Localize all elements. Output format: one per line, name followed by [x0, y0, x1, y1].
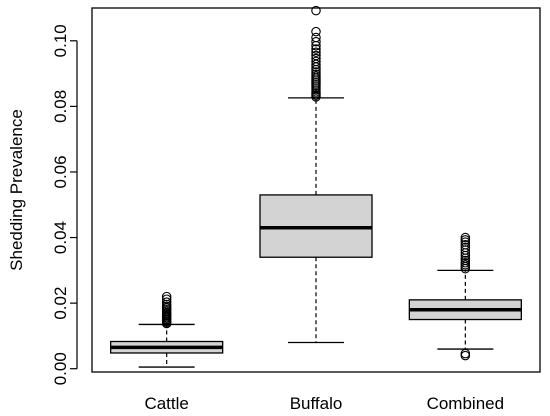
outlier-point: [161, 297, 172, 307]
outlier-point: [460, 237, 471, 247]
outlier-point: [460, 258, 471, 268]
x-tick-label: Cattle: [144, 394, 188, 413]
plot-frame: [91, 7, 541, 373]
outlier-point: [311, 47, 321, 58]
outlier-point: [460, 255, 471, 266]
outlier-point: [460, 240, 471, 250]
y-tick-label: 0.06: [51, 155, 70, 188]
outlier-point: [311, 53, 321, 64]
box-group-buffalo: [259, 5, 373, 344]
outlier-point: [161, 294, 172, 304]
outlier-point: [460, 242, 471, 253]
y-axis-label: Shedding Prevalence: [7, 109, 26, 271]
outlier-point: [311, 69, 321, 79]
boxes: [110, 5, 522, 368]
y-tick-label: 0.00: [51, 352, 70, 385]
y-axis: 0.00 0.02 0.04 0.06 0.08 0.10: [51, 24, 78, 385]
y-tick-label: 0.02: [51, 287, 70, 320]
outlier-point: [311, 26, 321, 37]
box-group-cattle: [110, 291, 224, 368]
outlier-point: [460, 232, 471, 243]
outlier-point: [460, 235, 471, 245]
outlier-point: [311, 37, 321, 47]
outlier-point: [460, 348, 471, 359]
box-group-combined: [408, 232, 522, 361]
outlier-point: [311, 50, 321, 61]
outlier-point: [311, 67, 321, 77]
outlier-point: [311, 56, 321, 67]
y-tick-label: 0.10: [51, 24, 70, 57]
outlier-point: [161, 291, 172, 302]
y-tick-label: 0.04: [51, 221, 70, 254]
x-tick-label: Combined: [427, 394, 505, 413]
y-tick-label: 0.08: [51, 90, 70, 123]
x-axis-labels: Cattle Buffalo Combined: [144, 394, 504, 413]
outlier-point: [311, 5, 321, 16]
x-tick-label: Buffalo: [290, 394, 343, 413]
outlier-point: [311, 32, 321, 43]
outlier-point: [311, 44, 321, 54]
outlier-point: [460, 350, 471, 361]
